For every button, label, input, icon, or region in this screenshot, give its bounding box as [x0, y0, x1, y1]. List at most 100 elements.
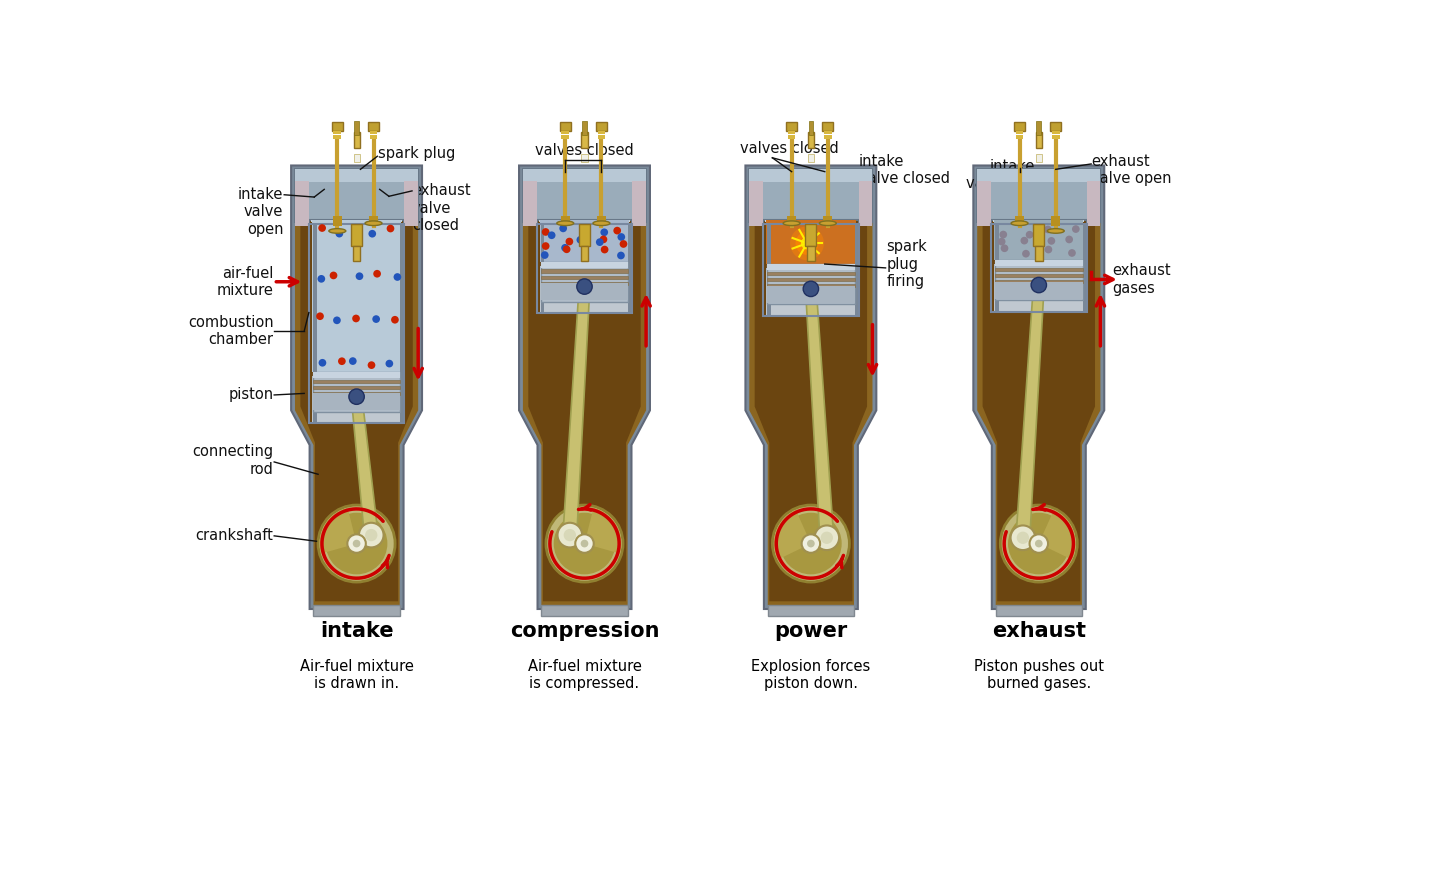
Bar — [1016, 131, 1024, 134]
Bar — [581, 154, 588, 162]
Bar — [313, 224, 316, 423]
Bar — [994, 274, 1083, 277]
Bar — [354, 121, 358, 135]
Bar — [1035, 245, 1042, 261]
Bar — [312, 376, 402, 423]
Polygon shape — [766, 220, 856, 222]
Circle shape — [352, 540, 361, 548]
Circle shape — [387, 225, 395, 233]
Polygon shape — [775, 510, 810, 559]
Circle shape — [821, 532, 833, 544]
Ellipse shape — [556, 221, 574, 226]
Circle shape — [1072, 225, 1080, 233]
Bar — [807, 245, 815, 261]
Circle shape — [997, 238, 1006, 245]
Circle shape — [319, 359, 326, 366]
Text: exhaust: exhaust — [992, 621, 1086, 642]
Circle shape — [1000, 505, 1077, 582]
Bar — [537, 224, 632, 313]
Circle shape — [581, 246, 588, 254]
Bar — [992, 224, 1086, 312]
Bar — [540, 220, 629, 262]
Circle shape — [335, 230, 344, 237]
Bar — [823, 121, 833, 131]
Bar — [405, 181, 418, 226]
Bar — [354, 133, 360, 148]
Bar — [313, 392, 400, 395]
Bar — [994, 281, 1083, 283]
Bar — [824, 131, 831, 134]
Circle shape — [1016, 532, 1029, 544]
Bar — [1015, 216, 1024, 226]
Circle shape — [600, 228, 609, 236]
Circle shape — [333, 317, 341, 324]
Polygon shape — [993, 220, 1085, 222]
Bar — [994, 264, 1083, 312]
Bar — [788, 131, 795, 134]
Bar — [1034, 224, 1044, 245]
Circle shape — [795, 232, 818, 255]
Text: intake
valve closed: intake valve closed — [967, 158, 1057, 191]
Bar — [859, 181, 872, 226]
Bar — [313, 372, 400, 378]
Bar — [767, 264, 855, 270]
Text: valves closed: valves closed — [740, 141, 839, 156]
Circle shape — [617, 233, 625, 241]
Bar — [351, 224, 363, 245]
Circle shape — [575, 535, 594, 553]
Circle shape — [558, 523, 582, 548]
Bar — [788, 135, 795, 139]
Text: connecting
rod: connecting rod — [192, 444, 274, 477]
Bar — [767, 224, 770, 316]
Bar — [1086, 181, 1101, 226]
Circle shape — [355, 273, 364, 280]
Circle shape — [1000, 244, 1009, 252]
Circle shape — [319, 224, 326, 232]
Bar — [994, 260, 1083, 300]
Circle shape — [316, 312, 323, 320]
Bar — [561, 216, 569, 226]
Circle shape — [1047, 237, 1056, 245]
Bar — [977, 169, 1101, 181]
Circle shape — [360, 523, 383, 548]
Bar — [400, 224, 405, 423]
Bar — [354, 154, 360, 162]
Polygon shape — [1041, 510, 1076, 559]
Circle shape — [553, 512, 616, 574]
Circle shape — [317, 505, 395, 582]
Bar — [523, 181, 537, 226]
Circle shape — [801, 237, 814, 250]
Polygon shape — [977, 169, 1101, 222]
Polygon shape — [754, 173, 868, 601]
Circle shape — [1069, 249, 1076, 257]
Ellipse shape — [593, 221, 610, 226]
Bar — [313, 394, 400, 411]
Text: exhaust
valve
closed: exhaust valve closed — [412, 183, 470, 233]
Circle shape — [579, 239, 588, 247]
Circle shape — [563, 529, 577, 542]
Polygon shape — [585, 508, 622, 554]
Ellipse shape — [365, 221, 381, 226]
Bar — [597, 131, 606, 134]
Bar — [1037, 121, 1041, 135]
Bar — [596, 121, 607, 131]
Bar — [540, 224, 545, 313]
Bar — [766, 268, 856, 316]
Polygon shape — [320, 508, 355, 554]
Bar — [313, 380, 400, 382]
Circle shape — [1031, 277, 1047, 293]
Text: Air-fuel mixture
is drawn in.: Air-fuel mixture is drawn in. — [300, 659, 414, 691]
Ellipse shape — [1010, 221, 1028, 226]
Polygon shape — [351, 396, 379, 535]
Ellipse shape — [820, 221, 836, 226]
Circle shape — [596, 238, 604, 246]
Circle shape — [620, 240, 628, 248]
Polygon shape — [750, 169, 872, 605]
Circle shape — [581, 540, 588, 548]
Circle shape — [1035, 540, 1042, 548]
Bar — [808, 121, 814, 135]
Bar — [313, 372, 400, 412]
Polygon shape — [300, 173, 414, 601]
Circle shape — [547, 231, 556, 239]
Polygon shape — [750, 169, 872, 222]
